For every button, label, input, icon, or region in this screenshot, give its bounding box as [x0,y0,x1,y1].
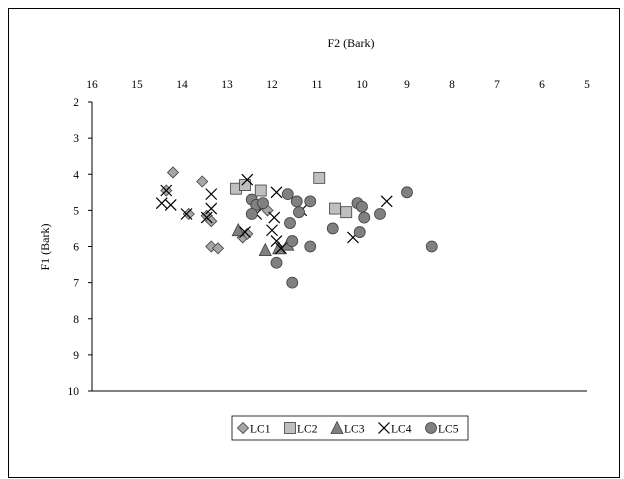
point-lc5 [281,188,294,201]
legend-marker-lc5 [425,422,437,434]
x-tick-label: 13 [221,79,233,91]
x-tick-label: 10 [356,79,368,91]
point-lc4 [241,173,254,186]
point-lc4 [239,226,251,238]
point-lc2 [254,184,267,197]
x-tick-label: 5 [584,79,590,91]
point-lc4 [200,211,213,224]
y-tick-label: 4 [73,169,79,181]
point-lc5 [257,197,269,210]
point-lc4 [160,184,173,197]
legend-label-lc1: LC1 [250,424,271,436]
y-tick-label: 10 [68,386,80,398]
point-lc5 [374,208,386,220]
point-lc5 [286,235,299,247]
y-axis-title: F1 (Bark) [38,224,52,271]
x-tick-label: 8 [449,79,455,91]
legend-label-lc3: LC3 [344,424,365,436]
point-lc4 [205,188,218,201]
point-lc1 [205,215,218,228]
legend-label-lc4: LC4 [391,424,412,436]
legend-item-lc5: LC5 [425,422,459,436]
x-axis-title: F2 (Bark) [328,36,375,50]
point-lc2 [239,179,251,191]
x-tick-label: 6 [539,79,545,91]
axes: 16 15 14 13 12 11 10 9 8 7 6 5 2 3 4 5 6 7 8 9 10 F2 (Bark) F1… [38,36,590,398]
point-lc5 [304,240,317,253]
point-lc1 [196,175,209,188]
y-tick-label: 9 [73,350,79,362]
point-lc5 [293,206,305,219]
point-lc3 [231,222,245,237]
x-tick-label: 9 [404,79,410,91]
point-lc4 [380,195,393,208]
point-lc5 [358,211,371,224]
legend-marker-lc3 [330,420,344,434]
x-tick-label: 12 [266,79,278,91]
legend-item-lc1: LC1 [236,421,271,436]
point-lc5 [356,200,368,213]
y-tick-label: 3 [73,133,79,145]
point-lc4 [275,242,287,255]
point-lc5 [270,256,283,269]
data-points [155,166,438,289]
point-lc4 [155,197,168,210]
legend: LC1 LC2 LC3 LC4 LC5 [231,415,469,441]
point-lc1 [182,207,195,221]
legend-marker-lc4 [378,422,390,434]
x-tick-label: 16 [86,79,98,91]
point-lc5 [353,226,366,238]
legend-marker-lc1 [236,421,250,435]
point-lc4 [268,211,281,224]
y-tick-label: 6 [73,242,79,254]
legend-item-lc2: LC2 [284,422,318,436]
point-lc1 [166,166,180,179]
y-tick-label: 5 [73,205,79,217]
point-lc5 [245,208,258,220]
series-lc2 [230,171,353,219]
point-lc2 [329,202,341,215]
point-lc1 [211,242,225,255]
point-lc2 [340,206,353,219]
series-lc5 [245,186,438,289]
legend-marker-lc2 [284,422,296,434]
point-lc5 [284,217,296,229]
point-lc5 [401,186,413,199]
y-tick-label: 2 [73,97,79,109]
point-lc5 [304,195,317,208]
point-lc2 [313,171,326,184]
scatter-plot: 16 15 14 13 12 11 10 9 8 7 6 5 2 3 4 5 6 7 8 9 10 F2 (Bark) F1… [38,36,590,441]
y-tick-label: 8 [73,314,79,326]
x-tick-label: 7 [494,79,500,91]
point-lc5 [290,195,303,208]
point-lc5 [326,222,339,235]
legend-item-lc4: LC4 [378,422,412,436]
legend-label-lc5: LC5 [438,424,459,436]
point-lc3 [258,242,272,257]
x-tick-label: 15 [131,79,143,91]
point-lc4 [266,224,278,237]
legend-label-lc2: LC2 [297,424,318,436]
point-lc4 [270,235,283,248]
point-lc4 [270,186,283,199]
x-tick-label: 14 [176,79,188,91]
chart-frame: 16 15 14 13 12 11 10 9 8 7 6 5 2 3 4 5 6 7 8 9 10 F2 (Bark) F1… [8,8,620,478]
point-lc5 [286,276,299,289]
legend-item-lc3: LC3 [330,420,365,436]
y-tick-label: 7 [73,278,79,290]
x-tick-label: 11 [311,79,322,91]
point-lc4 [205,202,218,215]
point-lc4 [180,208,193,220]
point-lc5 [425,240,438,253]
